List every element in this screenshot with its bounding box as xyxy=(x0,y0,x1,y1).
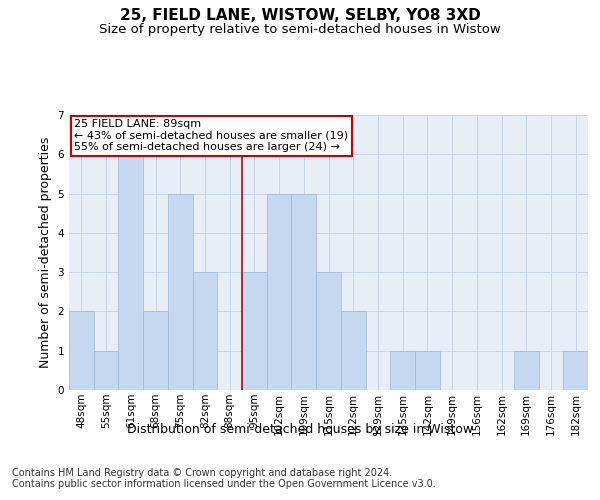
Bar xyxy=(267,194,292,390)
Bar xyxy=(143,312,168,390)
Text: 25, FIELD LANE, WISTOW, SELBY, YO8 3XD: 25, FIELD LANE, WISTOW, SELBY, YO8 3XD xyxy=(119,8,481,22)
Text: Size of property relative to semi-detached houses in Wistow: Size of property relative to semi-detach… xyxy=(99,22,501,36)
Text: Contains HM Land Registry data © Crown copyright and database right 2024.
Contai: Contains HM Land Registry data © Crown c… xyxy=(12,468,436,489)
Bar xyxy=(390,350,415,390)
Bar xyxy=(514,350,539,390)
Bar xyxy=(415,350,440,390)
Bar xyxy=(69,312,94,390)
Bar xyxy=(341,312,365,390)
Bar xyxy=(118,154,143,390)
Bar xyxy=(292,194,316,390)
Bar xyxy=(242,272,267,390)
Bar xyxy=(563,350,588,390)
Bar xyxy=(94,350,118,390)
Bar xyxy=(168,194,193,390)
Text: 25 FIELD LANE: 89sqm
← 43% of semi-detached houses are smaller (19)
55% of semi-: 25 FIELD LANE: 89sqm ← 43% of semi-detac… xyxy=(74,119,349,152)
Bar xyxy=(316,272,341,390)
Text: Distribution of semi-detached houses by size in Wistow: Distribution of semi-detached houses by … xyxy=(127,422,473,436)
Y-axis label: Number of semi-detached properties: Number of semi-detached properties xyxy=(39,137,52,368)
Bar xyxy=(193,272,217,390)
